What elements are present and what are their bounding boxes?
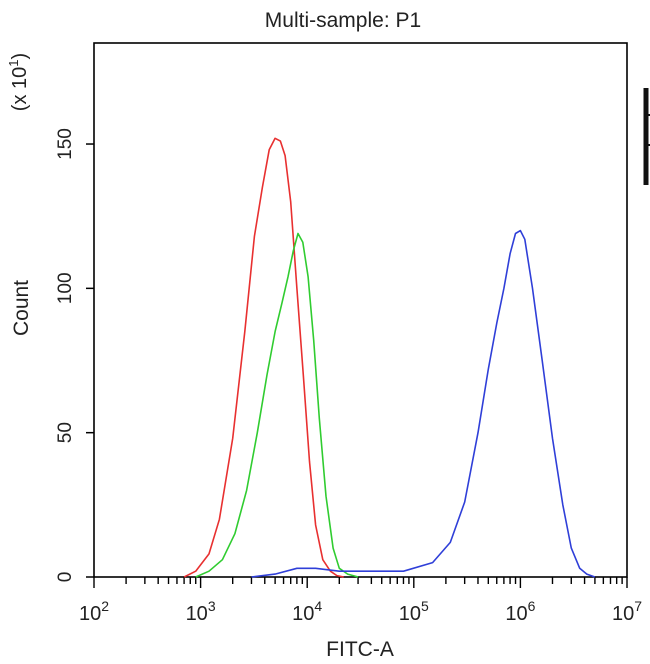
x-axis: 102 103 104 105 106 107 (79, 577, 642, 625)
y-axis: 0 50 100 150 (55, 128, 94, 582)
legend-marker (643, 88, 650, 185)
y-tick-label: 100 (55, 272, 76, 304)
series-1-line (183, 137, 344, 578)
x-tick-label: 104 (292, 598, 322, 625)
x-tick-label: 105 (399, 598, 429, 625)
plot-frame (93, 42, 628, 578)
y-axis-label: Count (10, 280, 33, 336)
x-tick-label: 106 (505, 598, 535, 625)
x-tick-label: 103 (186, 598, 216, 625)
series-3-line (251, 229, 596, 578)
x-tick-label: 107 (612, 598, 642, 625)
x-tick-label: 102 (79, 598, 109, 625)
y-axis-multiplier: (x 101) (6, 53, 31, 111)
x-axis-label: FITC-A (326, 638, 394, 661)
y-tick-label: 0 (55, 572, 76, 583)
chart-title: Multi-sample: P1 (265, 9, 421, 32)
y-tick-label: 50 (55, 422, 76, 443)
y-tick-label: 150 (55, 128, 76, 160)
series-layer (183, 137, 596, 578)
series-2-line (195, 232, 359, 578)
